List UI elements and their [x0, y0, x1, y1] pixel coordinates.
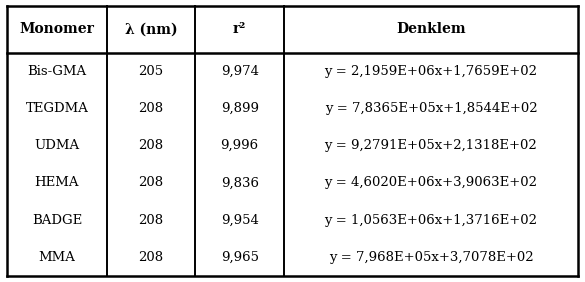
Text: 9,899: 9,899	[221, 102, 259, 115]
Text: y = 1,0563E+06x+1,3716E+02: y = 1,0563E+06x+1,3716E+02	[325, 213, 538, 226]
Text: y = 7,8365E+05x+1,8544E+02: y = 7,8365E+05x+1,8544E+02	[325, 102, 537, 115]
Text: y = 9,2791E+05x+2,1318E+02: y = 9,2791E+05x+2,1318E+02	[325, 139, 538, 152]
Text: 9,954: 9,954	[221, 213, 259, 226]
Text: 9,965: 9,965	[221, 251, 259, 264]
Text: TEGDMA: TEGDMA	[26, 102, 88, 115]
Text: r²: r²	[233, 23, 246, 36]
Text: MMA: MMA	[39, 251, 75, 264]
Text: HEMA: HEMA	[35, 176, 79, 189]
Text: UDMA: UDMA	[35, 139, 80, 152]
Text: 9,996: 9,996	[221, 139, 259, 152]
Text: Bis-GMA: Bis-GMA	[27, 65, 87, 78]
Text: y = 2,1959E+06x+1,7659E+02: y = 2,1959E+06x+1,7659E+02	[325, 65, 538, 78]
Text: 208: 208	[139, 139, 164, 152]
Text: 208: 208	[139, 251, 164, 264]
Text: 208: 208	[139, 176, 164, 189]
Text: 208: 208	[139, 102, 164, 115]
Text: 205: 205	[139, 65, 164, 78]
Text: y = 4,6020E+06x+3,9063E+02: y = 4,6020E+06x+3,9063E+02	[325, 176, 538, 189]
Text: BADGE: BADGE	[32, 213, 82, 226]
Text: λ (nm): λ (nm)	[125, 23, 177, 36]
Text: 208: 208	[139, 213, 164, 226]
Text: 9,974: 9,974	[221, 65, 259, 78]
Text: y = 7,968E+05x+3,7078E+02: y = 7,968E+05x+3,7078E+02	[329, 251, 534, 264]
Text: 9,836: 9,836	[221, 176, 259, 189]
Text: Monomer: Monomer	[19, 23, 94, 36]
Text: Denklem: Denklem	[396, 23, 466, 36]
